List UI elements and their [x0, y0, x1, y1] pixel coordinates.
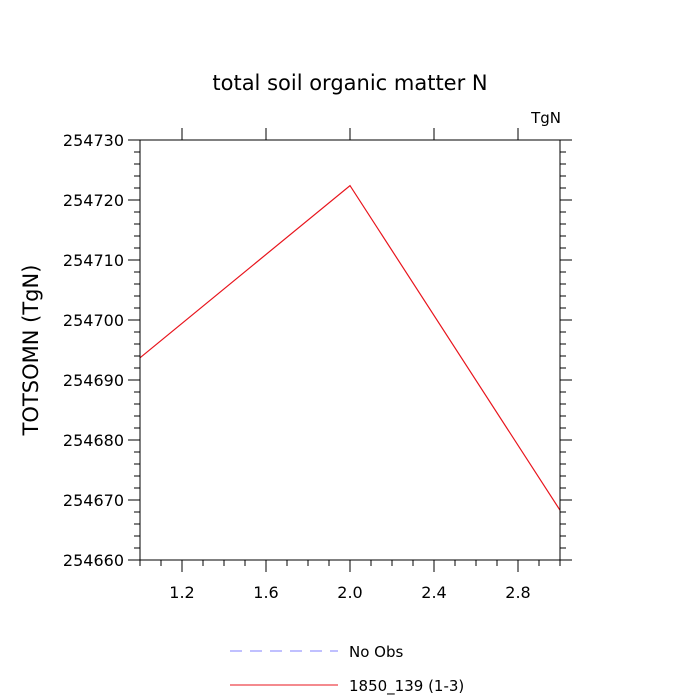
legend-label: 1850_139 (1-3): [349, 677, 464, 696]
y-tick-label: 254720: [63, 191, 124, 210]
y-tick-label: 254690: [63, 371, 124, 390]
plot-frame: [139, 139, 561, 561]
y-tick-label: 254710: [63, 251, 124, 270]
series-lines: [139, 184, 561, 511]
x-tick-label: 1.2: [169, 583, 194, 602]
y-tick-label: 254660: [63, 551, 124, 570]
y-tick-label: 254680: [63, 431, 124, 450]
x-tick-label: 2.8: [505, 583, 530, 602]
x-tick-label: 2.4: [421, 583, 446, 602]
x-tick-label: 2.0: [337, 583, 362, 602]
legend: No Obs 1850_139 (1-3): [230, 643, 464, 696]
axes: 1.2 1.6 2.0 2.4 2.8 254660 254670 254680 254690 2…: [63, 128, 572, 602]
series-line: [139, 184, 561, 511]
y-tick-label: 254730: [63, 131, 124, 150]
units-label: TgN: [530, 109, 561, 127]
y-axis-label: TOTSOMN (TgN): [19, 265, 43, 437]
x-tick-label: 1.6: [253, 583, 278, 602]
legend-label: No Obs: [349, 643, 403, 661]
chart-title: total soil organic matter N: [212, 71, 487, 95]
y-tick-label: 254700: [63, 311, 124, 330]
y-tick-label: 254670: [63, 491, 124, 510]
